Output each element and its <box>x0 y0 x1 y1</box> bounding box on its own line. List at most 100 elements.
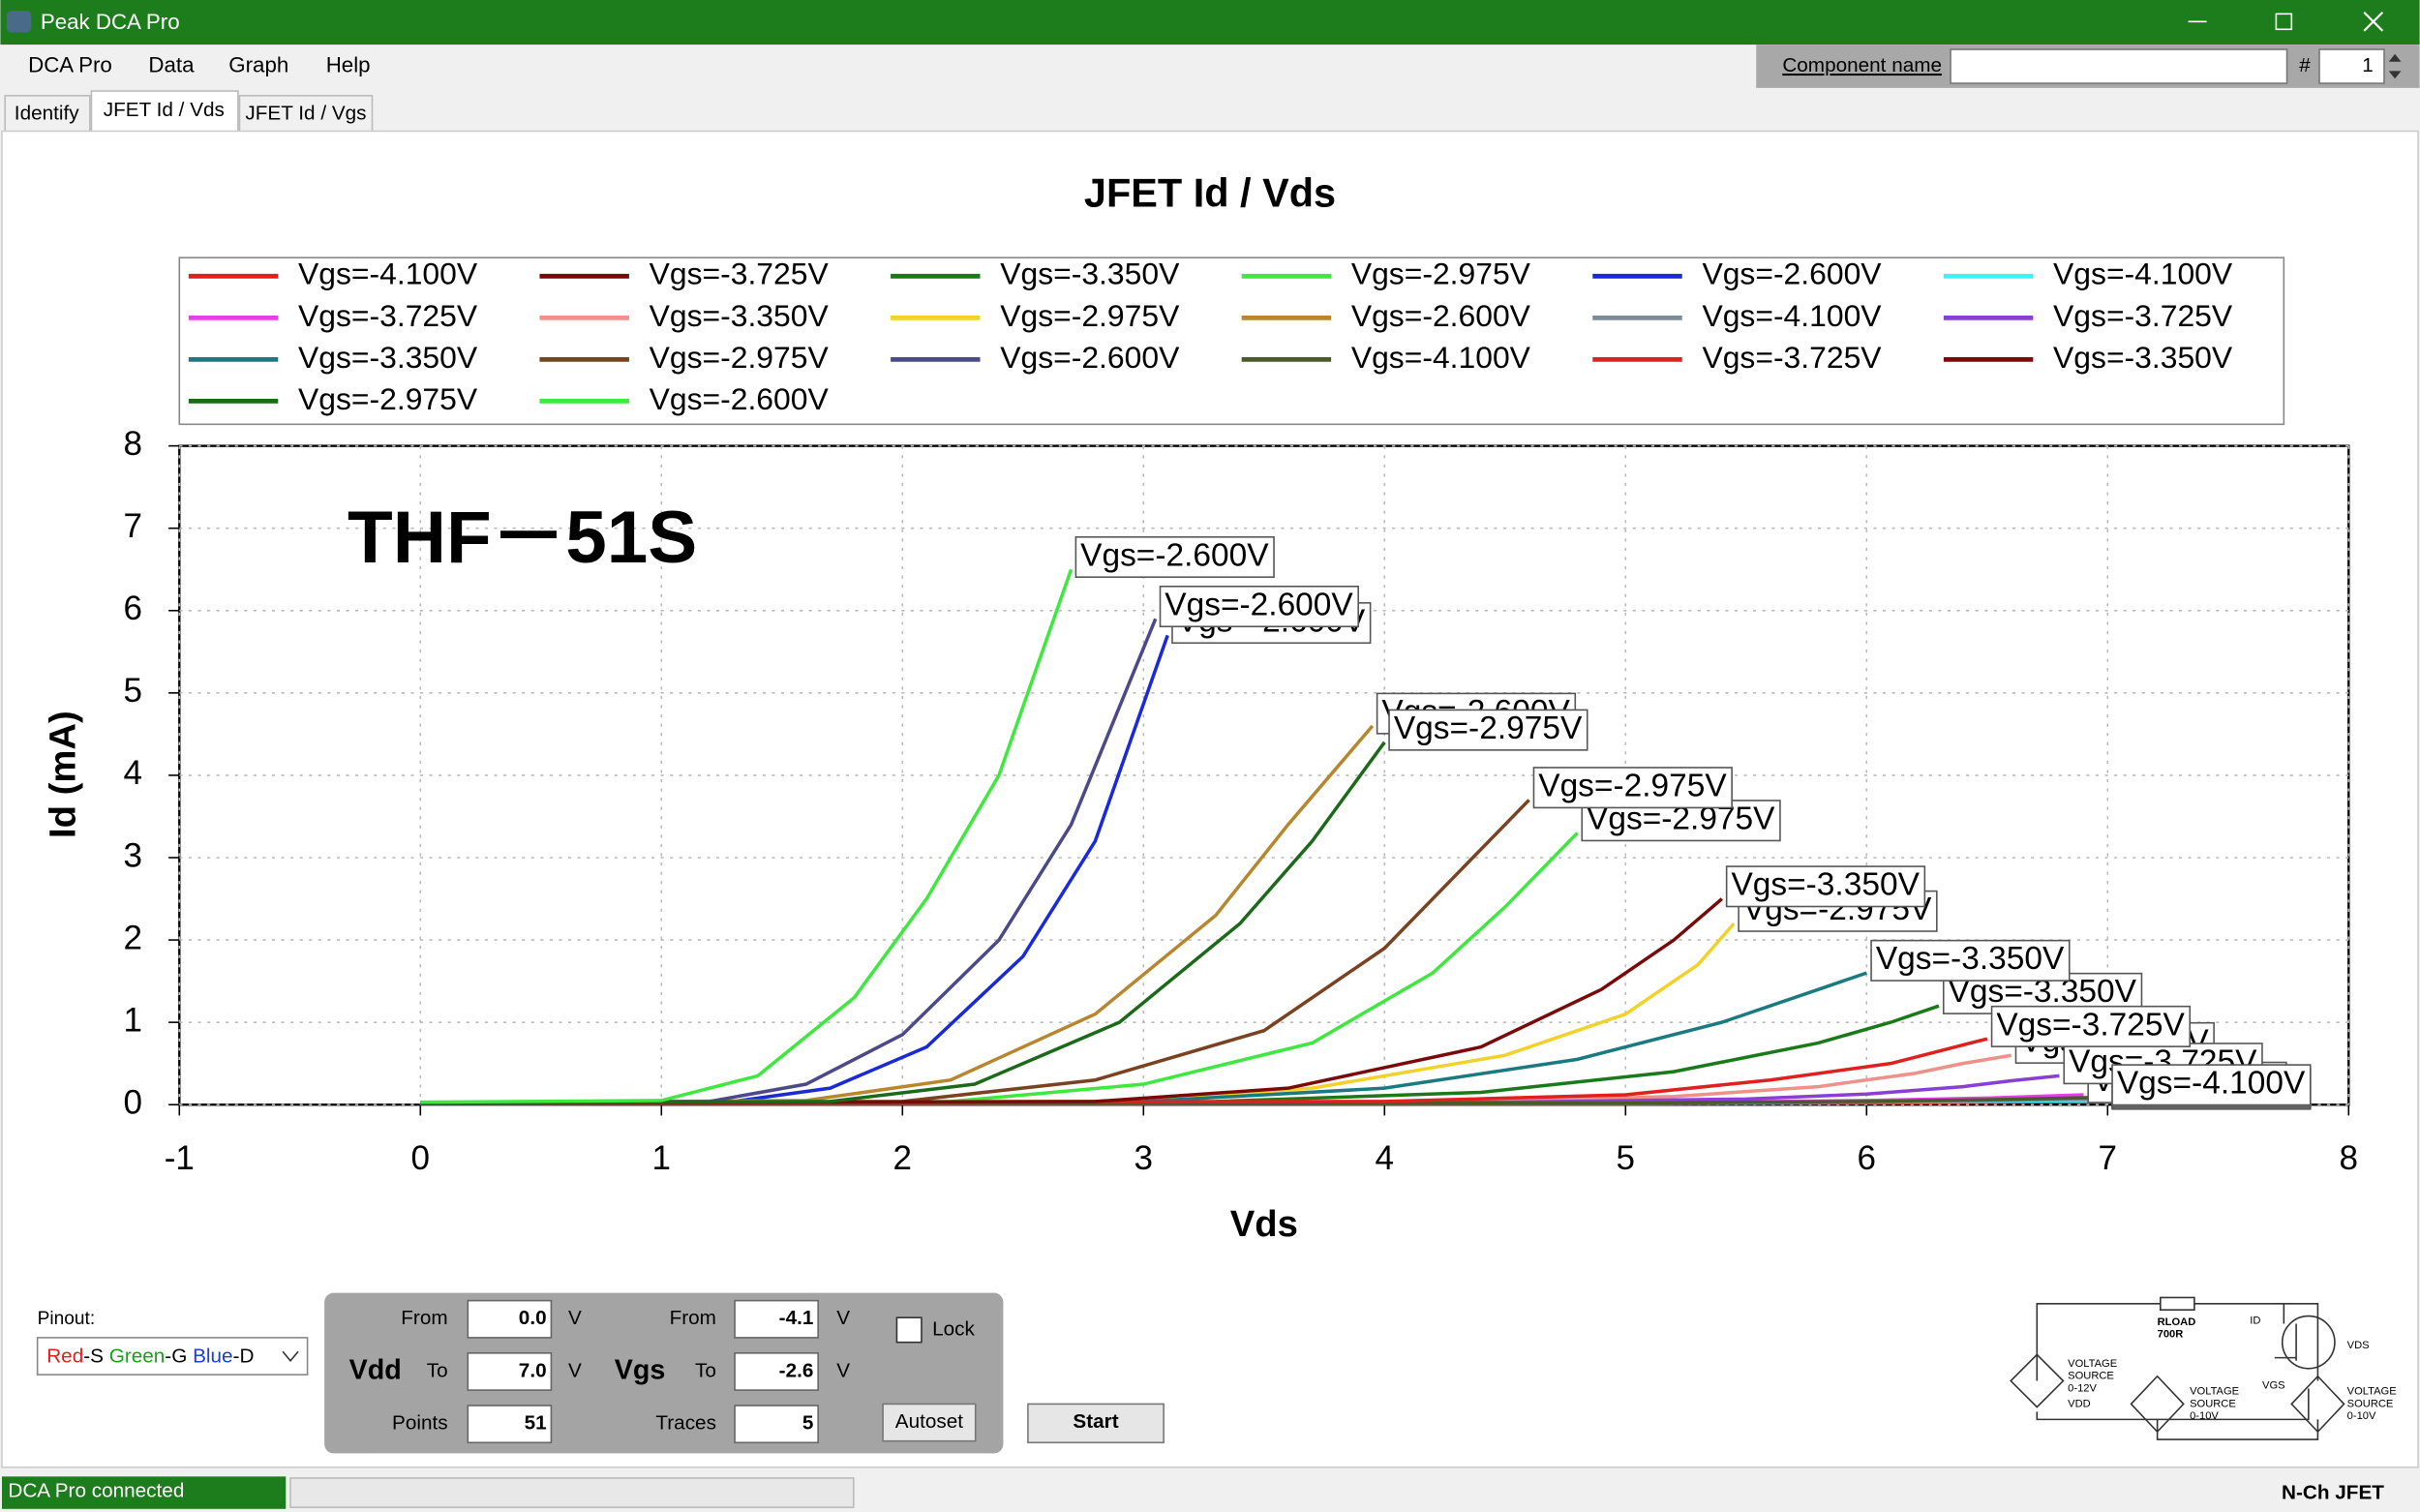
circuit-label: 0-10V <box>2347 1410 2376 1422</box>
pinout-part: -G <box>165 1346 193 1368</box>
legend-label: Vgs=-2.600V <box>650 381 830 416</box>
label-box <box>1388 709 1588 751</box>
vdd-from-input[interactable] <box>467 1299 553 1339</box>
tab-label: JFET Id / Vgs <box>245 102 366 124</box>
menu-item[interactable]: Graph <box>228 52 288 76</box>
dropdown-arrow <box>282 1350 299 1363</box>
label-box <box>1725 865 1926 908</box>
label-box <box>2111 1064 2312 1106</box>
field-label: From <box>670 1307 716 1329</box>
count-input[interactable] <box>2318 48 2385 84</box>
vdd-label: Vdd <box>349 1355 402 1386</box>
x-tick-label: 7 <box>2099 1139 2118 1177</box>
trace-end-label: Vgs=-2.600V <box>1074 535 1275 579</box>
y-tick-label: 4 <box>124 754 142 792</box>
status-connection <box>1 1476 287 1509</box>
label-box <box>1532 767 1733 809</box>
menu-item[interactable]: Help <box>326 52 371 76</box>
points-input[interactable] <box>467 1405 553 1444</box>
autoset-button[interactable] <box>882 1403 977 1442</box>
tab-label: Identify <box>15 102 79 124</box>
menu-item[interactable]: DCA Pro <box>28 52 112 76</box>
circuit-diagram <box>2010 1296 2345 1440</box>
jfet-symbol <box>2281 1315 2336 1370</box>
label-box <box>1870 939 2071 982</box>
traces-input[interactable] <box>734 1405 819 1444</box>
button-label: Autoset <box>895 1410 964 1433</box>
trace-label: Vgs=-3.350V <box>1731 867 1920 903</box>
restore-button[interactable] <box>2275 13 2293 31</box>
menu-item[interactable]: Data <box>148 52 195 76</box>
unit: V <box>568 1359 582 1381</box>
circuit-label: SOURCE <box>2347 1398 2394 1409</box>
y-tick-label: 6 <box>124 590 142 627</box>
trace-label: Vgs=-2.600V <box>1080 537 1269 573</box>
legend-label: Vgs=-3.725V <box>650 257 830 291</box>
tab[interactable] <box>4 95 91 134</box>
vdd-to-input[interactable] <box>467 1352 553 1391</box>
circuit-label: 0-10V <box>2190 1410 2219 1422</box>
series-line <box>420 897 1723 1105</box>
unit: V <box>836 1307 850 1329</box>
field-label: To <box>695 1359 716 1381</box>
component-input[interactable] <box>1950 48 2288 84</box>
button-label: Start <box>1073 1410 1118 1433</box>
series-line <box>420 568 1074 1104</box>
close-button[interactable] <box>2363 11 2384 32</box>
title-bar <box>0 0 2420 45</box>
circuit-label: SOURCE <box>2068 1371 2114 1382</box>
vgs-to-input[interactable] <box>734 1352 819 1391</box>
start-button[interactable] <box>1027 1403 1165 1444</box>
x-tick-label: 4 <box>1376 1139 1395 1177</box>
y-tick-label: 8 <box>124 425 142 463</box>
series-line <box>420 1037 1988 1105</box>
trace-label: Vgs=-3.725V <box>1996 1007 2185 1043</box>
label-box <box>1159 586 1359 628</box>
trace-label: Vgs=-3.350V <box>1876 941 2065 977</box>
lock-checkbox[interactable] <box>895 1316 923 1344</box>
tab-label: JFET Id / Vds <box>104 99 225 121</box>
x-tick-label: 5 <box>1617 1139 1636 1177</box>
resistor <box>2160 1296 2195 1311</box>
x-tick-label: 2 <box>893 1139 913 1177</box>
label-box <box>1990 1005 2192 1047</box>
app-icon <box>6 11 32 33</box>
legend-label: Vgs=-2.975V <box>650 340 830 375</box>
legend-label: Vgs=-3.725V <box>298 298 478 333</box>
input-value: 51 <box>525 1412 547 1435</box>
trace-end-label: Vgs=-2.975V <box>1388 709 1588 751</box>
jfet-gate <box>2274 1323 2297 1361</box>
x-tick-label: -1 <box>165 1139 195 1177</box>
count-spinner[interactable] <box>2388 53 2402 79</box>
circuit-label: ID <box>2250 1315 2260 1326</box>
y-tick-label: 5 <box>124 672 142 710</box>
x-tick-label: 1 <box>652 1139 672 1177</box>
x-tick-label: 3 <box>1134 1139 1154 1177</box>
component-label: Component name <box>1782 54 1942 76</box>
pinout-select[interactable] <box>36 1337 309 1376</box>
legend-label: Vgs=-2.975V <box>298 381 478 416</box>
circuit-wire <box>2036 1303 2319 1440</box>
pinout-part: -D <box>233 1346 255 1368</box>
pinout-value: Red-S Green-G Blue-D <box>46 1346 254 1368</box>
trace-end-label: Vgs=-3.725V <box>2063 1043 2263 1085</box>
source-symbol <box>2290 1375 2345 1434</box>
circuit-label: VDS <box>2347 1340 2370 1351</box>
trace-label: Vgs=-4.100V <box>2117 1066 2306 1102</box>
input-value: -2.6 <box>779 1359 814 1381</box>
trace-end-label: Vgs=-3.350V <box>1870 939 2071 982</box>
x-tick-label: 0 <box>411 1139 431 1177</box>
trace-end-label: Vgs=-2.975V <box>1532 767 1733 809</box>
window-title: Peak DCA Pro <box>41 10 180 34</box>
pinout-label: Pinout: <box>38 1309 96 1329</box>
legend <box>178 257 2285 426</box>
unit: V <box>568 1307 582 1329</box>
field-label: To <box>427 1359 448 1381</box>
vgs-from-input[interactable] <box>734 1299 819 1339</box>
field-label: From <box>401 1307 447 1329</box>
pinout-part: Red <box>46 1346 83 1368</box>
trace-end-label: Vgs=-3.350V <box>1725 865 1926 908</box>
